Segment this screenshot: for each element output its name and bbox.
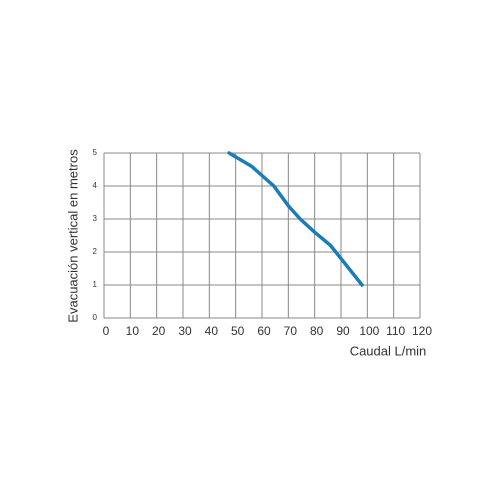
- line: [227, 151, 364, 287]
- y-tick-label: 3: [93, 214, 98, 223]
- x-tick-label: 50: [231, 324, 245, 338]
- x-tick-label: 80: [310, 324, 324, 338]
- x-tick-label: 30: [178, 324, 192, 338]
- y-tick-label: 2: [93, 247, 98, 256]
- x-tick-label: 70: [284, 324, 298, 338]
- x-tick-label: 10: [126, 324, 140, 338]
- x-axis-label: Caudal L/min: [350, 343, 427, 358]
- x-tick-label: 90: [336, 324, 350, 338]
- x-tick-label: 100: [359, 324, 379, 338]
- y-tick-label: 0: [93, 313, 98, 322]
- x-tick-label: 20: [152, 324, 166, 338]
- y-axis-label: Evacuación vertical en metros: [65, 149, 80, 323]
- x-tick-label: 0: [103, 324, 110, 338]
- y-tick-label: 1: [93, 280, 98, 289]
- x-tick-label: 120: [412, 324, 432, 338]
- y-tick-label: 4: [93, 181, 98, 190]
- x-tick-label: 40: [205, 324, 219, 338]
- x-tick-label: 110: [386, 324, 405, 338]
- x-tick-label: 60: [257, 324, 271, 338]
- y-tick-label: 5: [93, 148, 98, 157]
